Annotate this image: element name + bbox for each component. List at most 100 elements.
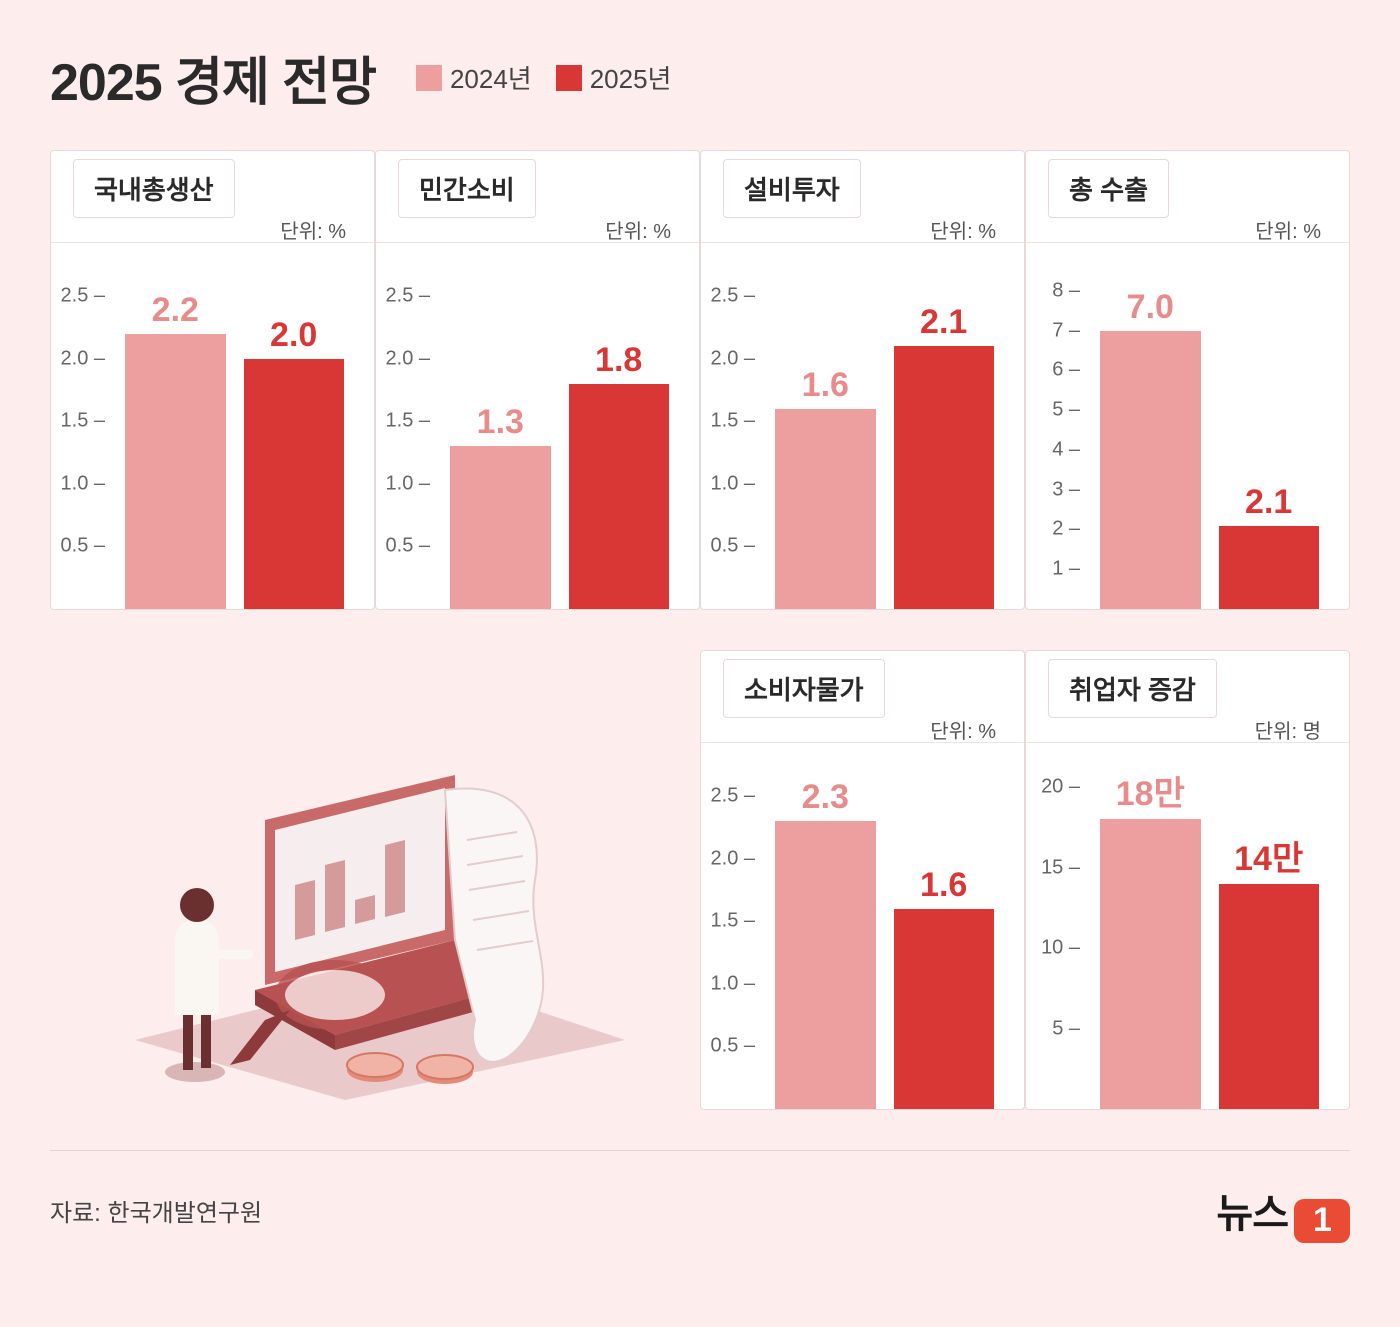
bar-2025: 14만 bbox=[1219, 884, 1319, 1109]
legend-label-2025: 2025년 bbox=[590, 59, 672, 96]
unit-label: 단위: % bbox=[280, 215, 346, 244]
panel-title: 소비자물가 bbox=[723, 659, 885, 718]
chart-area: 0.5 –1.0 –1.5 –2.0 –2.5 –2.22.0 bbox=[115, 271, 354, 609]
panel-title: 국내총생산 bbox=[73, 159, 235, 218]
bar-2025: 2.1 bbox=[894, 346, 994, 609]
chart-area: 0.5 –1.0 –1.5 –2.0 –2.5 –2.31.6 bbox=[765, 771, 1004, 1109]
y-tick-label: 2 – bbox=[1052, 518, 1080, 541]
y-tick-label: 3 – bbox=[1052, 478, 1080, 501]
y-tick-label: 2.0 – bbox=[61, 347, 105, 370]
y-tick-label: 4 – bbox=[1052, 438, 1080, 461]
publisher-logo: 뉴스 1 bbox=[1216, 1181, 1350, 1239]
y-tick-label: 5 – bbox=[1052, 399, 1080, 422]
logo-text: 뉴스 bbox=[1216, 1181, 1288, 1239]
bars: 18만14만 bbox=[1090, 771, 1329, 1109]
chart-panel-gdp: 국내총생산단위: %0.5 –1.0 –1.5 –2.0 –2.5 –2.22.… bbox=[50, 150, 375, 610]
bar-value-label: 1.6 bbox=[802, 366, 849, 405]
panel-title: 총 수출 bbox=[1048, 159, 1169, 218]
y-tick-label: 2.5 – bbox=[711, 285, 755, 308]
y-tick-label: 0.5 – bbox=[711, 1035, 755, 1058]
chart-panel-consumption: 민간소비단위: %0.5 –1.0 –1.5 –2.0 –2.5 –1.31.8 bbox=[375, 150, 700, 610]
bar-value-label: 2.0 bbox=[270, 316, 317, 355]
unit-label: 단위: % bbox=[605, 215, 671, 244]
legend-swatch-2024 bbox=[416, 65, 442, 91]
bar-2024: 1.6 bbox=[775, 409, 875, 609]
unit-label: 단위: % bbox=[930, 215, 996, 244]
header: 2025 경제 전망 2024년 2025년 bbox=[50, 40, 1350, 115]
y-tick-label: 1.0 – bbox=[711, 472, 755, 495]
bars: 1.62.1 bbox=[765, 271, 1004, 609]
logo-badge: 1 bbox=[1294, 1199, 1350, 1243]
panel-title: 설비투자 bbox=[723, 159, 861, 218]
bar-value-label: 7.0 bbox=[1127, 288, 1174, 327]
chart-area: 5 –10 –15 –20 –18만14만 bbox=[1090, 771, 1329, 1109]
bars: 2.31.6 bbox=[765, 771, 1004, 1109]
source: 자료: 한국개발연구원 bbox=[50, 1193, 262, 1228]
y-tick-label: 8 – bbox=[1052, 279, 1080, 302]
bar-2024: 2.3 bbox=[775, 821, 875, 1109]
bars: 2.22.0 bbox=[115, 271, 354, 609]
y-tick-label: 7 – bbox=[1052, 319, 1080, 342]
bar-2025: 1.8 bbox=[569, 384, 669, 609]
bar-2024: 18만 bbox=[1100, 819, 1200, 1109]
unit-label: 단위: % bbox=[1255, 215, 1321, 244]
y-tick-label: 1.0 – bbox=[711, 972, 755, 995]
y-tick-label: 2.5 – bbox=[61, 285, 105, 308]
y-tick-label: 0.5 – bbox=[711, 535, 755, 558]
legend-item-2024: 2024년 bbox=[416, 59, 532, 96]
legend-swatch-2025 bbox=[556, 65, 582, 91]
bar-2024: 7.0 bbox=[1100, 331, 1200, 609]
y-tick-label: 2.0 – bbox=[711, 847, 755, 870]
bars: 7.02.1 bbox=[1090, 271, 1329, 609]
bar-value-label: 1.3 bbox=[477, 403, 524, 442]
legend: 2024년 2025년 bbox=[416, 59, 672, 96]
analyst-illustration-icon bbox=[115, 720, 635, 1100]
bar-value-label: 1.6 bbox=[920, 866, 967, 905]
chart-area: 0.5 –1.0 –1.5 –2.0 –2.5 –1.62.1 bbox=[765, 271, 1004, 609]
y-tick-label: 0.5 – bbox=[61, 535, 105, 558]
legend-label-2024: 2024년 bbox=[450, 59, 532, 96]
y-tick-label: 1.0 – bbox=[61, 472, 105, 495]
bar-2025: 2.1 bbox=[1219, 526, 1319, 610]
y-tick-label: 2.5 – bbox=[711, 785, 755, 808]
y-tick-label: 10 – bbox=[1041, 937, 1080, 960]
y-tick-label: 1.5 – bbox=[711, 910, 755, 933]
source-value: 한국개발연구원 bbox=[108, 1200, 263, 1227]
source-label: 자료: bbox=[50, 1200, 101, 1227]
panel-title: 취업자 증감 bbox=[1048, 659, 1217, 718]
chart-panel-exports: 총 수출단위: % 1 –2 –3 –4 –5 –6 –7 –8 –7.02.1 bbox=[1025, 150, 1350, 610]
y-tick-label: 1.5 – bbox=[386, 410, 430, 433]
bar-2024: 2.2 bbox=[125, 334, 225, 609]
y-tick-label: 2.0 – bbox=[711, 347, 755, 370]
bar-value-label: 18만 bbox=[1116, 766, 1185, 815]
bar-value-label: 2.3 bbox=[802, 778, 849, 817]
bar-2025: 2.0 bbox=[244, 359, 344, 609]
bar-value-label: 14만 bbox=[1234, 831, 1303, 880]
y-tick-label: 1 – bbox=[1052, 558, 1080, 581]
unit-label: 단위: 명 bbox=[1255, 715, 1321, 744]
y-tick-label: 1.0 – bbox=[386, 472, 430, 495]
illustration bbox=[50, 650, 700, 1110]
y-tick-label: 1.5 – bbox=[711, 410, 755, 433]
bars: 1.31.8 bbox=[440, 271, 679, 609]
bar-2025: 1.6 bbox=[894, 909, 994, 1109]
chart-grid: 자료: 한국개발연구원 뉴스 1 국내총생산단위: %0.5 –1.0 –1.5… bbox=[50, 150, 1350, 1239]
panel-title: 민간소비 bbox=[398, 159, 536, 218]
chart-panel-cpi: 소비자물가단위: %0.5 –1.0 –1.5 –2.0 –2.5 –2.31.… bbox=[700, 650, 1025, 1110]
y-tick-label: 20 – bbox=[1041, 776, 1080, 799]
y-tick-label: 1.5 – bbox=[61, 410, 105, 433]
y-tick-label: 0.5 – bbox=[386, 535, 430, 558]
chart-area: 1 –2 –3 –4 –5 –6 –7 –8 –7.02.1 bbox=[1090, 271, 1329, 609]
legend-item-2025: 2025년 bbox=[556, 59, 672, 96]
page-title: 2025 경제 전망 bbox=[50, 40, 376, 115]
footer: 자료: 한국개발연구원 뉴스 1 bbox=[50, 1150, 1350, 1239]
y-tick-label: 5 – bbox=[1052, 1017, 1080, 1040]
y-tick-label: 2.5 – bbox=[386, 285, 430, 308]
y-tick-label: 2.0 – bbox=[386, 347, 430, 370]
y-tick-label: 15 – bbox=[1041, 856, 1080, 879]
bar-value-label: 1.8 bbox=[595, 341, 642, 380]
unit-label: 단위: % bbox=[930, 715, 996, 744]
bar-value-label: 2.2 bbox=[152, 291, 199, 330]
bar-2024: 1.3 bbox=[450, 446, 550, 609]
chart-area: 0.5 –1.0 –1.5 –2.0 –2.5 –1.31.8 bbox=[440, 271, 679, 609]
